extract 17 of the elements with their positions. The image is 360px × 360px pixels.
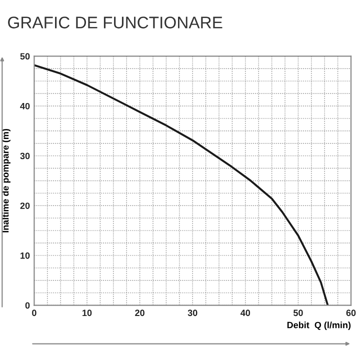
y-tick-label: 10 — [20, 252, 30, 259]
y-tick-label: 20 — [20, 202, 30, 209]
x-tick-label: 50 — [293, 310, 303, 316]
x-tick-label: 30 — [188, 310, 198, 316]
x-tick-label: 60 — [346, 310, 356, 316]
x-tick-label: 10 — [82, 310, 92, 316]
x-tick-label: 0 — [32, 310, 36, 316]
x-tick-label: 20 — [135, 310, 144, 316]
x-tick-label: 40 — [240, 310, 250, 316]
line-series — [34, 64, 329, 306]
y-axis-title: Inaltime de pompare (m) — [2, 128, 10, 232]
x-axis-title: Debit Q (l/min) — [287, 322, 351, 330]
y-tick-label: 50 — [20, 53, 30, 60]
y-tick-label: 40 — [20, 102, 30, 110]
y-tick-label: 0 — [25, 302, 30, 309]
chart-title: GRAFIC DE FUNCTIONARE — [8, 16, 222, 28]
y-tick-label: 30 — [20, 152, 30, 160]
